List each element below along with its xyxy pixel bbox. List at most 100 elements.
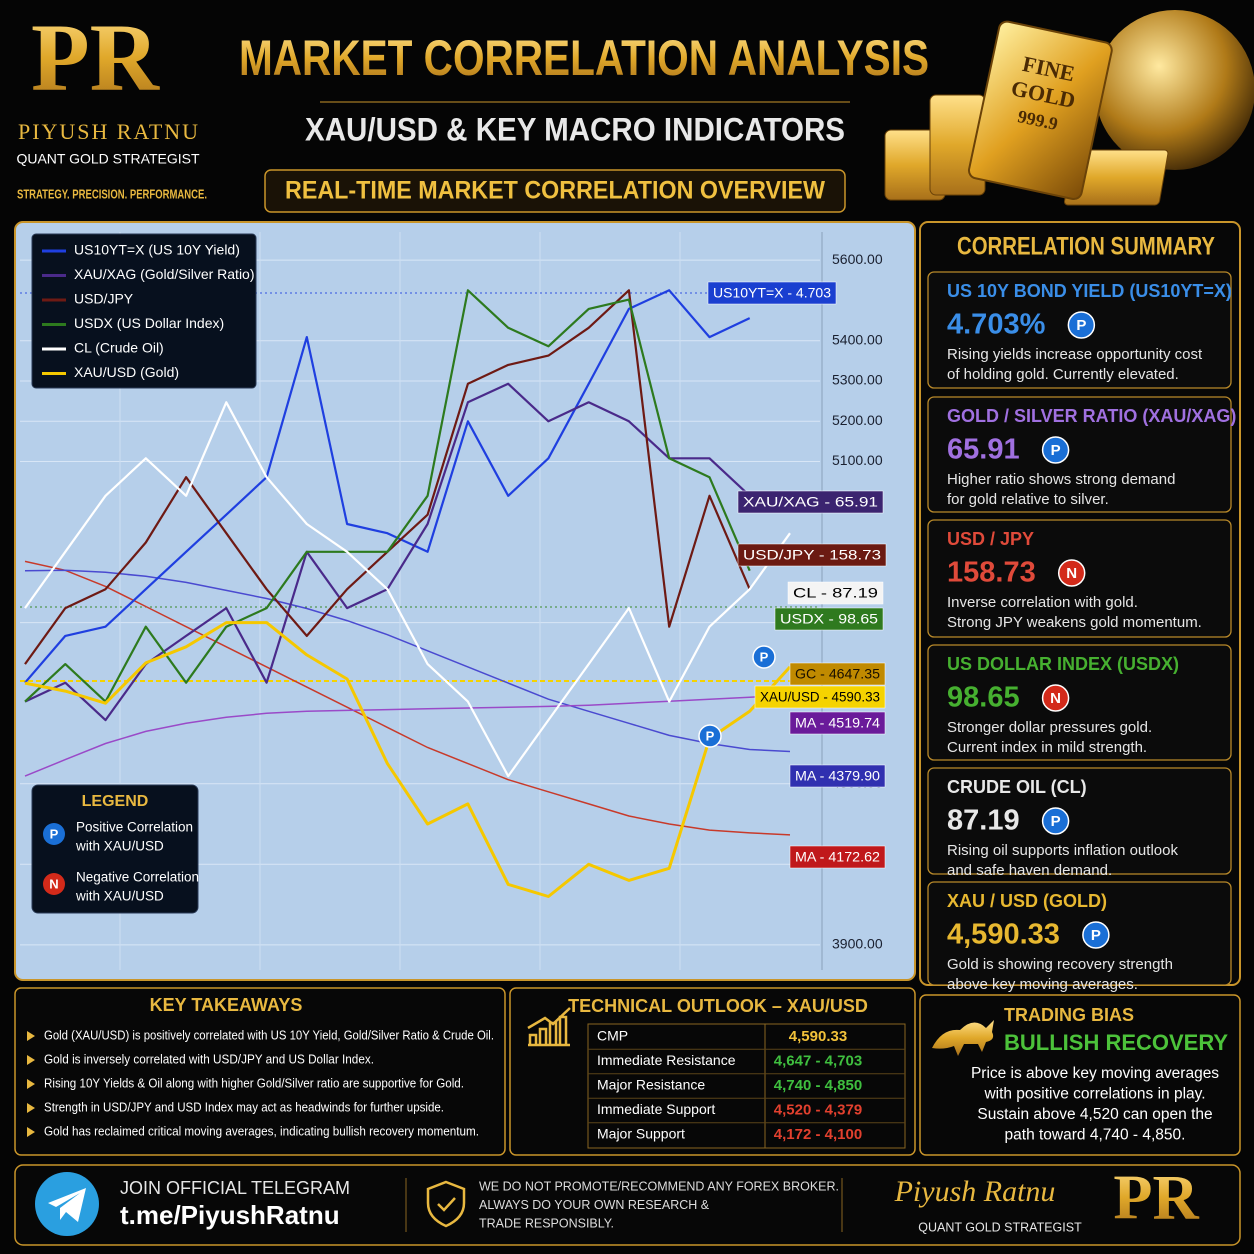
badge (1067, 311, 1096, 339)
summary-card (927, 881, 1232, 986)
badge (43, 873, 65, 895)
outlook-label: CMP (597, 1028, 628, 1044)
takeaway: Strength in USD/JPY and USD Index may ac… (44, 1100, 444, 1114)
series-line (24, 289, 751, 703)
value-tag-label: GC - 4647.35 (795, 666, 880, 682)
card-text: Gold is showing recovery strength (947, 956, 1173, 973)
takeaways-title: KEY TAKEAWAYS (150, 995, 303, 1015)
card-value: 4.703% (947, 309, 1046, 341)
motto: STRATEGY. PRECISION. PERFORMANCE. (17, 186, 207, 201)
summary-card (927, 644, 1232, 761)
chart-badge (698, 724, 722, 748)
card-title: USD / JPY (947, 529, 1034, 549)
legend-label: XAU/XAG (Gold/Silver Ratio) (74, 266, 255, 282)
outlook-value: 4,520 - 4,379 (774, 1101, 862, 1118)
footer-role: QUANT GOLD STRATEGIST (918, 1220, 1082, 1234)
card-value: 4,590.33 (947, 919, 1060, 951)
chart-badge-letter: P (706, 728, 715, 743)
bias-text: with positive correlations in play. (983, 1086, 1205, 1103)
card-text: Rising oil supports inflation outlook (947, 842, 1178, 859)
banner: REAL-TIME MARKET CORRELATION OVERVIEW (285, 177, 825, 205)
value-tag-label: XAU/USD - 4590.33 (760, 689, 880, 705)
card-text: and safe haven demand. (947, 862, 1112, 879)
brand-role: QUANT GOLD STRATEGIST (16, 151, 200, 167)
outlook-label: Major Support (597, 1126, 685, 1142)
logo: PR (31, 4, 161, 111)
title: MARKET CORRELATION ANALYSIS (239, 30, 929, 86)
bullet (27, 1055, 35, 1065)
badge-letter: P (1091, 927, 1101, 944)
summary-card (927, 396, 1232, 513)
badge (1057, 559, 1086, 587)
moving-average (24, 560, 791, 836)
disclaimer: TRADE RESPONSIBLY. (479, 1216, 614, 1230)
bias-text: path toward 4,740 - 4,850. (1005, 1127, 1186, 1144)
badge-letter: P (50, 826, 59, 841)
badge-letter: N (1066, 565, 1077, 582)
takeaway: Gold (XAU/USD) is positively correlated … (44, 1028, 494, 1042)
value-tag (737, 490, 884, 514)
card-value: 87.19 (947, 805, 1020, 837)
outlook-value: 4,740 - 4,850 (774, 1077, 862, 1094)
footer-cta: JOIN OFFICIAL TELEGRAM (120, 1178, 350, 1198)
legend-label: US10YT=X (US 10Y Yield) (74, 242, 240, 258)
card-title: US 10Y BOND YIELD (US10YT=X) (947, 281, 1232, 301)
badge (1041, 436, 1070, 464)
card-value: 98.65 (947, 682, 1020, 714)
bullet (27, 1103, 35, 1113)
legend-box (31, 233, 257, 389)
signature: Piyush Ratnu (894, 1175, 1056, 1208)
y-tick-label: 5100.00 (832, 452, 883, 468)
outlook-label: Major Resistance (597, 1077, 705, 1093)
correlation-legend-text: with XAU/USD (75, 889, 164, 904)
badge (1041, 807, 1070, 835)
coins (884, 94, 1169, 206)
shield-icon (426, 1180, 466, 1228)
card-text: Rising yields increase opportunity cost (947, 346, 1203, 363)
value-tag (789, 711, 886, 735)
bias-text: Sustain above 4,520 can open the (977, 1106, 1212, 1123)
chart-badge (752, 645, 776, 669)
card-value: 65.91 (947, 434, 1020, 466)
outlook-table (587, 1023, 906, 1149)
globe (1095, 10, 1254, 170)
takeaway: Gold has reclaimed critical moving avera… (44, 1124, 479, 1138)
y-tick-label: 5400.00 (832, 331, 883, 347)
value-tag (789, 662, 886, 686)
telegram-plane (48, 1188, 86, 1222)
badge (1082, 921, 1110, 949)
legend-label: CL (Crude Oil) (74, 340, 164, 356)
outlook-label: Immediate Resistance (597, 1052, 736, 1068)
value-tag (789, 764, 886, 788)
chart-icon (527, 1007, 571, 1047)
outlook-value: 4,647 - 4,703 (774, 1052, 862, 1069)
moving-average (24, 569, 791, 753)
y-tick-label: 5200.00 (832, 412, 883, 428)
value-tag-label: USDX - 98.65 (780, 611, 878, 627)
y-tick-label: 3900.00 (832, 936, 883, 952)
legend-label: USD/JPY (74, 291, 134, 307)
value-tag (789, 845, 886, 869)
card-text: Higher ratio shows strong demand (947, 471, 1175, 488)
bullet (27, 1031, 35, 1041)
value-tag-label: MA - 4172.62 (795, 849, 880, 865)
bias-text: Price is above key moving averages (971, 1065, 1219, 1082)
card-text: Stronger dollar pressures gold. (947, 719, 1152, 736)
card-title: US DOLLAR INDEX (USDX) (947, 654, 1179, 674)
card-text: Strong JPY weakens gold momentum. (947, 614, 1202, 631)
badge-letter: P (1076, 317, 1086, 334)
chart-badge-letter: P (760, 649, 769, 664)
disclaimer: WE DO NOT PROMOTE/RECOMMEND ANY FOREX BR… (479, 1179, 839, 1193)
legend-label: XAU/USD (Gold) (74, 364, 179, 380)
summary-title: CORRELATION SUMMARY (957, 233, 1215, 261)
correlation-legend-text: with XAU/USD (75, 839, 164, 854)
outlook-value: 4,590.33 (789, 1028, 847, 1045)
moving-average (24, 694, 791, 777)
value-tag-label: MA - 4519.74 (795, 715, 880, 731)
subtitle: XAU/USD & KEY MACRO INDICATORS (305, 111, 845, 147)
y-tick-label: 5600.00 (832, 251, 883, 267)
value-tag (774, 607, 884, 631)
takeaway: Gold is inversely correlated with USD/JP… (44, 1052, 374, 1066)
bias-panel (919, 994, 1241, 1156)
bull-icon (932, 1020, 994, 1056)
